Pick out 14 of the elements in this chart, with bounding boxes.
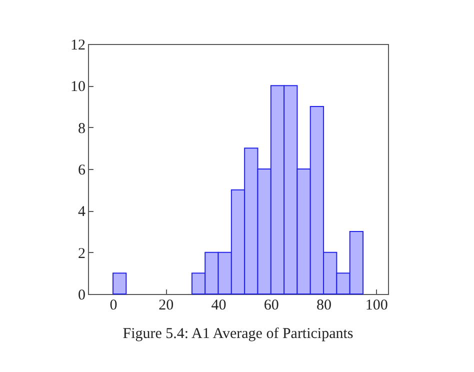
y-tick-label: 6	[78, 162, 86, 178]
y-tick-label: 8	[78, 120, 86, 137]
x-tick-label: 0	[110, 298, 118, 314]
y-tick-label: 10	[70, 79, 86, 96]
x-tick-label: 80	[316, 298, 332, 314]
x-tick-label: 60	[264, 298, 279, 314]
y-tick-label: 2	[78, 246, 86, 262]
x-tick-label: 100	[365, 298, 388, 314]
y-tick-label: 4	[78, 204, 86, 220]
y-tick-label: 0	[78, 288, 86, 304]
y-tick-label: 12	[70, 38, 86, 54]
x-tick-label: 40	[211, 298, 226, 314]
caption: Figure 5.4: A1 Average of Participants	[122, 326, 354, 342]
x-tick-label: 20	[158, 298, 174, 314]
